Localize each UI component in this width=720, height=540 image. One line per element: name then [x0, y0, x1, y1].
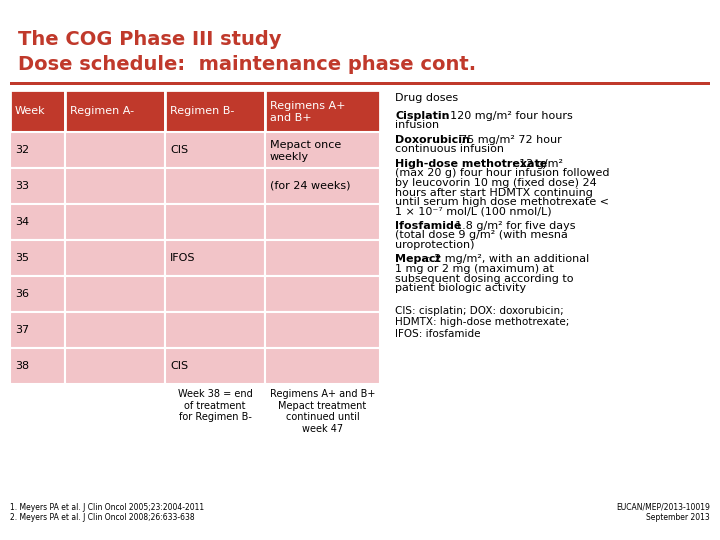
Bar [10, 240, 65, 276]
Bar [165, 204, 265, 240]
Text: 35: 35 [15, 253, 29, 263]
Text: Regimen B-: Regimen B- [170, 106, 235, 116]
Bar [165, 132, 265, 168]
Text: 38: 38 [15, 361, 29, 371]
Bar [65, 204, 165, 240]
Bar [65, 240, 165, 276]
Text: 1 mg or 2 mg (maximum) at: 1 mg or 2 mg (maximum) at [395, 264, 554, 274]
Text: hours after start HDMTX continuing: hours after start HDMTX continuing [395, 187, 593, 198]
Text: (total dose 9 g/m² (with mesna: (total dose 9 g/m² (with mesna [395, 231, 568, 240]
Text: CIS: CIS [170, 361, 188, 371]
Text: infusion: infusion [395, 120, 439, 131]
Bar [65, 90, 165, 132]
Text: Week: Week [15, 106, 45, 116]
Text: The COG Phase III study: The COG Phase III study [18, 30, 282, 49]
Text: EUCAN/MEP/2013-10019
September 2013: EUCAN/MEP/2013-10019 September 2013 [616, 503, 710, 522]
Text: 32: 32 [15, 145, 29, 155]
Text: Regimen A-: Regimen A- [70, 106, 134, 116]
Text: : 120 mg/m² four hours: : 120 mg/m² four hours [443, 111, 572, 121]
Bar [10, 90, 65, 132]
Bar [265, 90, 380, 132]
Bar [265, 168, 380, 204]
Text: High-dose methotrexate: High-dose methotrexate [395, 159, 547, 169]
Bar [65, 348, 165, 384]
Text: Mepact once: Mepact once [270, 140, 341, 150]
Text: Drug doses: Drug doses [395, 93, 458, 103]
Bar [10, 312, 65, 348]
Text: Ifosfamide: Ifosfamide [395, 221, 462, 231]
Text: 34: 34 [15, 217, 29, 227]
Text: Doxorubicin: Doxorubicin [395, 135, 470, 145]
Bar [165, 168, 265, 204]
Text: 33: 33 [15, 181, 29, 191]
Text: continuous infusion: continuous infusion [395, 145, 504, 154]
Bar [265, 240, 380, 276]
Bar [10, 168, 65, 204]
Text: Dose schedule:  maintenance phase cont.: Dose schedule: maintenance phase cont. [18, 55, 476, 74]
Text: by leucovorin 10 mg (fixed dose) 24: by leucovorin 10 mg (fixed dose) 24 [395, 178, 597, 188]
Text: : 75 mg/m² 72 hour: : 75 mg/m² 72 hour [454, 135, 562, 145]
Text: weekly: weekly [270, 152, 309, 162]
Text: Regimens A+: Regimens A+ [270, 101, 346, 111]
Text: : 12 g/m²: : 12 g/m² [512, 159, 562, 169]
Text: and B+: and B+ [270, 113, 312, 123]
Bar [10, 82, 710, 85]
Text: (for 24 weeks): (for 24 weeks) [270, 181, 351, 191]
Text: Week 38 = end
of treatment
for Regimen B-: Week 38 = end of treatment for Regimen B… [178, 389, 253, 422]
Text: subsequent dosing according to: subsequent dosing according to [395, 273, 574, 284]
Bar [10, 276, 65, 312]
Text: 37: 37 [15, 325, 29, 335]
Bar [265, 312, 380, 348]
Text: 36: 36 [15, 289, 29, 299]
Text: (max 20 g) four hour infusion followed: (max 20 g) four hour infusion followed [395, 168, 610, 179]
Text: CIS: cisplatin; DOX: doxorubicin;
HDMTX: high-dose methotrexate;
IFOS: ifosfamid: CIS: cisplatin; DOX: doxorubicin; HDMTX:… [395, 306, 570, 339]
Text: 1. Meyers PA et al. J Clin Oncol 2005;23:2004-2011
2. Meyers PA et al. J Clin On: 1. Meyers PA et al. J Clin Oncol 2005;23… [10, 503, 204, 522]
Text: uroprotection): uroprotection) [395, 240, 474, 250]
Bar [165, 348, 265, 384]
Text: patient biologic activity: patient biologic activity [395, 283, 526, 293]
Text: Regimens A+ and B+
Mepact treatment
continued until
week 47: Regimens A+ and B+ Mepact treatment cont… [270, 389, 375, 434]
Bar [10, 132, 65, 168]
Bar [65, 312, 165, 348]
Bar [265, 348, 380, 384]
Bar [65, 132, 165, 168]
Bar [10, 204, 65, 240]
Bar [10, 348, 65, 384]
Bar [65, 168, 165, 204]
Bar [265, 132, 380, 168]
Text: Cisplatin: Cisplatin [395, 111, 449, 121]
Bar [265, 204, 380, 240]
Text: 1 × 10⁻⁷ mol/L (100 nmol/L): 1 × 10⁻⁷ mol/L (100 nmol/L) [395, 206, 552, 217]
Text: : 2 mg/m², with an additional: : 2 mg/m², with an additional [427, 254, 589, 265]
Text: until serum high dose methotrexate <: until serum high dose methotrexate < [395, 197, 609, 207]
Text: : 1.8 g/m² for five days: : 1.8 g/m² for five days [448, 221, 575, 231]
Bar [165, 90, 265, 132]
Text: IFOS: IFOS [170, 253, 196, 263]
Bar [165, 312, 265, 348]
Text: Mepact: Mepact [395, 254, 441, 265]
Bar [65, 276, 165, 312]
Text: CIS: CIS [170, 145, 188, 155]
Bar [165, 276, 265, 312]
Bar [165, 240, 265, 276]
Bar [265, 276, 380, 312]
